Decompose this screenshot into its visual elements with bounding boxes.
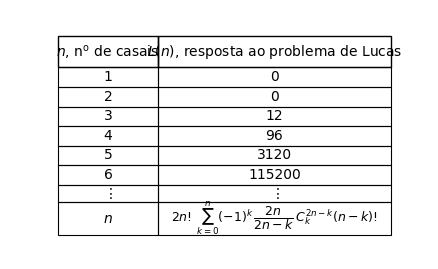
Text: 0: 0 (270, 70, 279, 84)
Bar (58, 107, 158, 126)
Bar (58, 185, 158, 202)
Bar (158, 107, 391, 126)
Text: 2: 2 (104, 90, 113, 104)
Text: $n$, n$^\mathrm{o}$ de casais: $n$, n$^\mathrm{o}$ de casais (57, 43, 160, 61)
Bar (58, 68, 158, 87)
Text: 115200: 115200 (248, 168, 301, 182)
Bar (58, 126, 158, 146)
Bar (58, 165, 158, 185)
Bar (58, 202, 158, 235)
Text: $2n!\,\sum_{k=0}^{n}(-1)^k\,\dfrac{2n}{2n-k}\,C_k^{2n-k}(n-k)!$: $2n!\,\sum_{k=0}^{n}(-1)^k\,\dfrac{2n}{2… (171, 200, 378, 238)
Text: $\vdots$: $\vdots$ (269, 186, 279, 201)
Bar (58, 36, 158, 68)
Bar (158, 185, 391, 202)
Bar (58, 146, 158, 165)
Bar (158, 68, 391, 87)
Text: 4: 4 (104, 129, 113, 143)
Text: 3: 3 (104, 109, 113, 123)
Text: $n$: $n$ (103, 212, 113, 226)
Bar (158, 146, 391, 165)
Bar (158, 202, 391, 235)
Text: 12: 12 (265, 109, 283, 123)
Text: 5: 5 (104, 148, 113, 162)
Text: 96: 96 (265, 129, 283, 143)
Bar (158, 126, 391, 146)
Text: 3120: 3120 (257, 148, 292, 162)
Bar (58, 87, 158, 107)
Text: $\vdots$: $\vdots$ (103, 186, 113, 201)
Text: $L(n)$, resposta ao problema de Lucas: $L(n)$, resposta ao problema de Lucas (147, 43, 402, 61)
Bar (158, 36, 391, 68)
Bar (158, 87, 391, 107)
Text: 0: 0 (270, 90, 279, 104)
Text: 1: 1 (104, 70, 113, 84)
Text: 6: 6 (104, 168, 113, 182)
Bar (158, 165, 391, 185)
